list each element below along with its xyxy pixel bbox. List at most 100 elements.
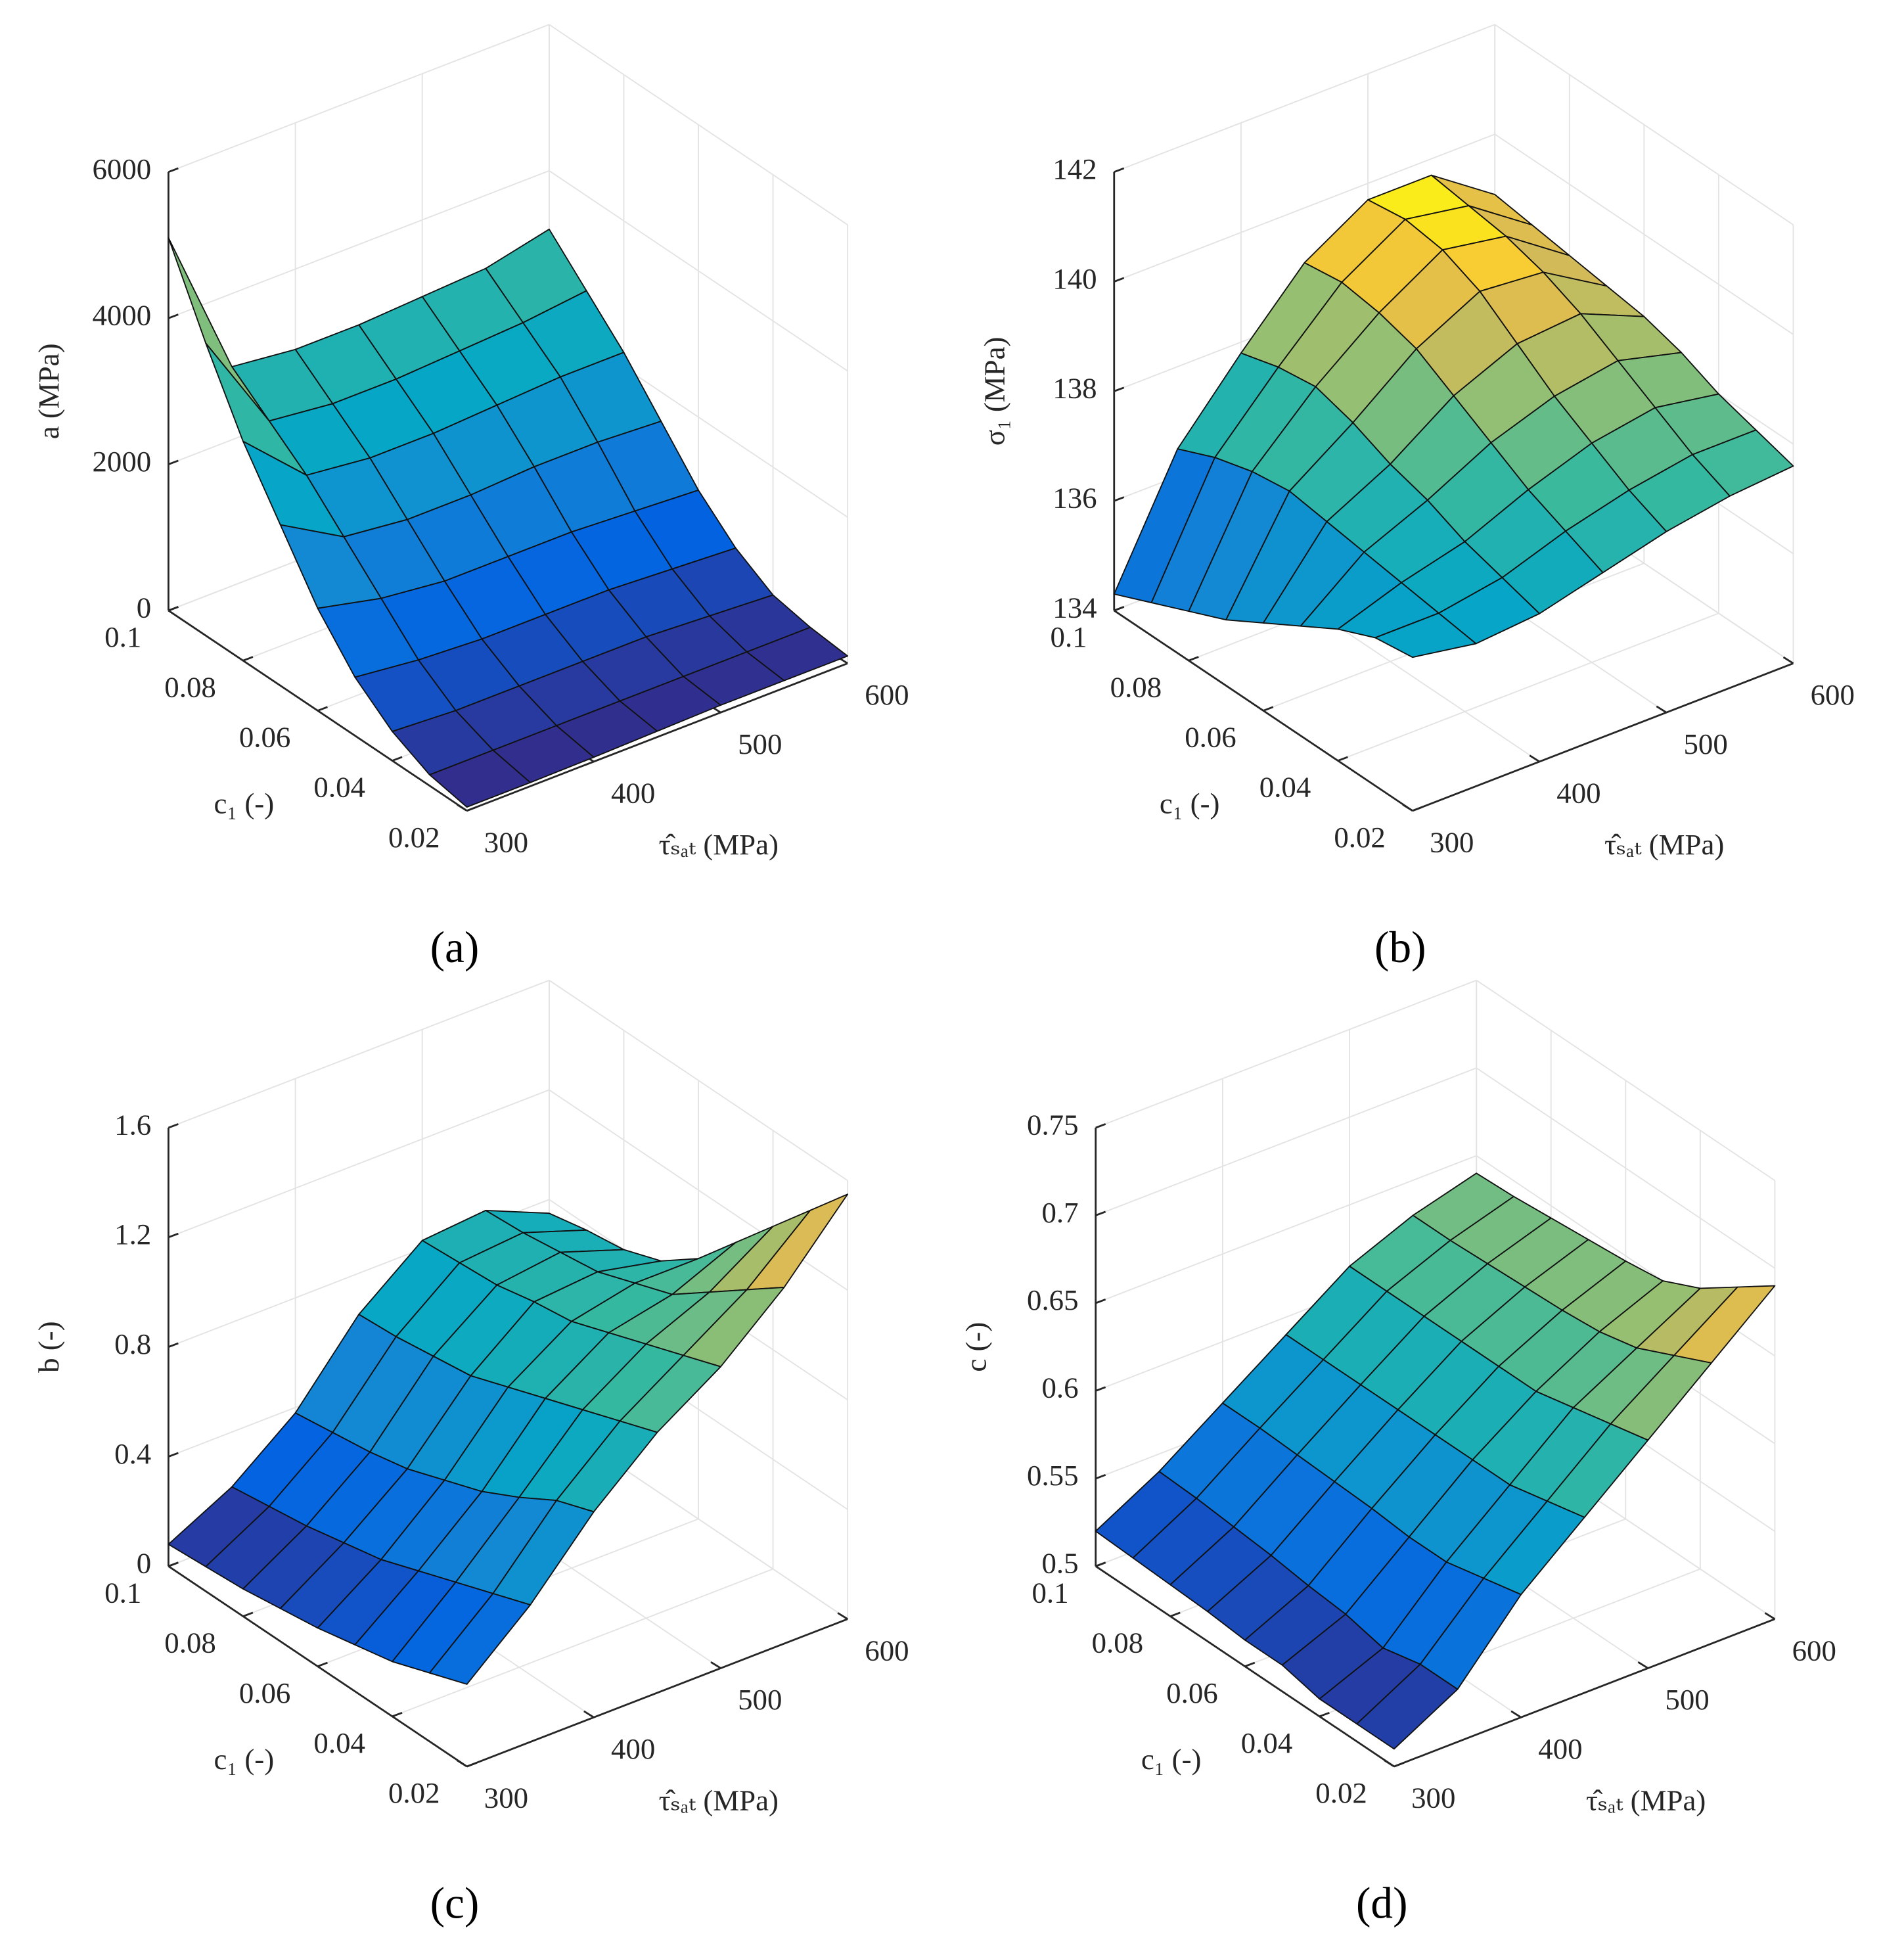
tick-mark [168, 459, 179, 465]
tick-mark [1263, 706, 1274, 712]
tick-mark [168, 313, 179, 319]
tick-mark [1095, 1123, 1106, 1129]
y-tick-label: 0.08 [1092, 1626, 1144, 1659]
tick-mark [242, 1611, 254, 1617]
tick-mark [1114, 277, 1125, 283]
tick-mark [1114, 386, 1125, 392]
surface-patch [1356, 1663, 1459, 1750]
z-tick-label: 0.55 [1027, 1459, 1079, 1492]
y-tick-label: 0.04 [313, 1726, 365, 1759]
x-tick-label: 600 [865, 678, 909, 711]
panel: 0 0.4 0.8 1.2 1.6 0.02 0.04 0.06 0.08 0.1 300 400 50… [32, 979, 909, 1927]
z-tick-label: 0.75 [1027, 1108, 1079, 1141]
grid-line [1095, 1155, 1477, 1304]
z-tick-label: 0 [137, 591, 151, 624]
y-tick-label: 0.06 [239, 721, 291, 754]
tick-mark [317, 1661, 328, 1668]
tick-mark [1244, 1661, 1256, 1668]
x-tick-label: 300 [1430, 825, 1474, 858]
y-tick-label: 0.06 [1166, 1676, 1218, 1709]
tick-mark [1637, 1661, 1649, 1669]
tick-mark [1394, 1762, 1405, 1768]
x-axis [1412, 662, 1794, 812]
grid-line [1095, 979, 1477, 1128]
grid-line [1114, 24, 1495, 173]
grid-line [1338, 612, 1719, 762]
y-tick-label: 0.02 [388, 1776, 440, 1809]
x-axis [466, 1618, 848, 1768]
x-axis-label: τ̂ₛₐₜ (MPa) [659, 1784, 779, 1816]
grid-line [1476, 979, 1775, 1182]
y-tick-label: 0.02 [1315, 1776, 1367, 1809]
y-tick-label: 0.02 [388, 821, 440, 854]
z-axis-label: c (-) [959, 1322, 992, 1372]
x-tick-label: 600 [1811, 678, 1855, 711]
tick-mark [1384, 1759, 1395, 1768]
grid-line [1494, 133, 1794, 335]
y-tick-label: 0.1 [104, 1577, 141, 1609]
z-tick-label: 4000 [93, 298, 152, 331]
tick-mark [392, 756, 403, 762]
y-tick-label: 0.04 [1241, 1726, 1293, 1759]
z-tick-label: 2000 [93, 445, 152, 478]
panel-label: (a) [430, 923, 480, 972]
tick-mark [1656, 705, 1667, 714]
y-tick-label: 0.08 [1110, 670, 1162, 703]
panel-label: (b) [1374, 923, 1426, 972]
x-tick-label: 400 [611, 1732, 655, 1765]
z-tick-label: 1.2 [114, 1218, 151, 1251]
z-tick-label: 134 [1053, 591, 1097, 624]
z-tick-label: 6000 [93, 152, 152, 185]
y-tick-label: 0.04 [1259, 771, 1311, 804]
tick-mark [1095, 1299, 1106, 1304]
z-tick-label: 140 [1053, 262, 1097, 295]
y-tick-label: 0.1 [1051, 620, 1087, 653]
grid-line [1095, 1067, 1477, 1216]
y-tick-label: 0.06 [1185, 721, 1236, 754]
tick-mark [1529, 754, 1540, 763]
tick-mark [168, 167, 179, 173]
tick-mark [1095, 1561, 1106, 1567]
surface-patch [1374, 612, 1477, 658]
tick-mark [1510, 1710, 1522, 1718]
x-axis-label: τ̂ₛₐₜ (MPa) [1586, 1784, 1706, 1816]
tick-mark [1319, 1711, 1330, 1718]
grid-line [549, 24, 848, 225]
z-tick-label: 0.7 [1041, 1196, 1078, 1229]
x-tick-label: 300 [484, 1782, 528, 1814]
y-axis-label: c₁ (-) [214, 1743, 275, 1776]
tick-mark [168, 1123, 179, 1129]
x-axis [1394, 1618, 1775, 1768]
surface-patch [428, 1592, 532, 1685]
grid-line [392, 1568, 773, 1717]
y-tick-label: 0.1 [1032, 1577, 1069, 1609]
panel-label: (c) [430, 1878, 480, 1927]
grid-line [1494, 24, 1794, 225]
y-tick-label: 0.04 [313, 771, 365, 804]
x-tick-label: 500 [738, 727, 782, 760]
panel: 0.5 0.55 0.6 0.65 0.7 0.75 0.02 0.04 0.06 0.08 0.1… [959, 979, 1836, 1927]
y-tick-label: 0.08 [164, 1626, 216, 1659]
panel: 134 136 138 140 142 0.02 0.04 0.06 0.08 0.1 300 400… [978, 24, 1855, 972]
grid-line [549, 979, 848, 1182]
tick-mark [1169, 1611, 1181, 1617]
x-axis-label: τ̂ₛₐₜ (MPa) [1604, 828, 1724, 861]
z-tick-label: 1.6 [114, 1108, 151, 1141]
tick-mark [583, 1710, 595, 1718]
tick-mark [1764, 1612, 1776, 1620]
z-tick-label: 0.6 [1041, 1371, 1078, 1404]
x-tick-label: 600 [1792, 1634, 1836, 1667]
tick-mark [1412, 806, 1423, 812]
z-tick-label: 0.65 [1027, 1283, 1079, 1316]
grid-line [1114, 133, 1495, 283]
tick-mark [1402, 804, 1413, 812]
z-tick-label: 0.4 [114, 1437, 151, 1470]
grid-line [1476, 1067, 1775, 1269]
grid-line [168, 1089, 550, 1238]
z-tick-label: 138 [1053, 372, 1097, 405]
x-tick-label: 600 [865, 1634, 909, 1667]
tick-mark [242, 656, 254, 662]
y-tick-label: 0.08 [164, 670, 216, 703]
tick-mark [456, 804, 468, 812]
